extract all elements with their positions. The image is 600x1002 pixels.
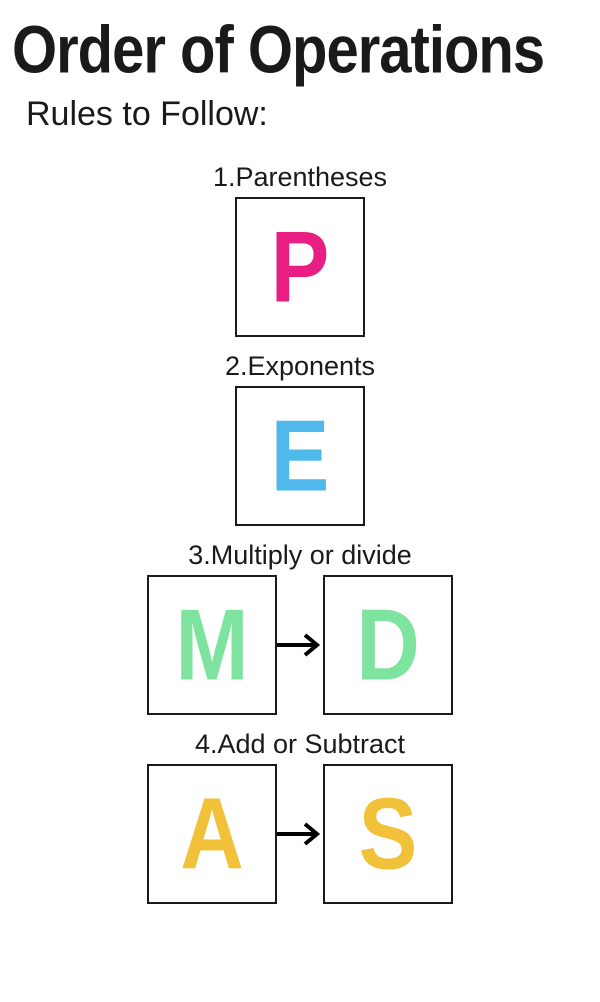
letter-m: M bbox=[175, 594, 248, 695]
step-multiply-divide: 3.Multiply or divide M D bbox=[147, 540, 453, 715]
letter-box-a: A bbox=[147, 764, 277, 904]
step-boxrow: P bbox=[235, 197, 365, 337]
arrow-md bbox=[275, 630, 325, 660]
step-label: 2.Exponents bbox=[225, 351, 375, 382]
step-boxrow: E bbox=[235, 386, 365, 526]
arrow-right-icon bbox=[275, 630, 325, 660]
step-parentheses: 1.Parentheses P bbox=[213, 162, 387, 337]
step-boxrow: M D bbox=[147, 575, 453, 715]
step-add-subtract: 4.Add or Subtract A S bbox=[147, 729, 453, 904]
letter-d: D bbox=[356, 594, 420, 695]
step-label: 3.Multiply or divide bbox=[188, 540, 412, 571]
steps-container: 1.Parentheses P 2.Exponents E 3.Multiply… bbox=[0, 162, 600, 918]
letter-box-d: D bbox=[323, 575, 453, 715]
arrow-right-icon bbox=[275, 819, 325, 849]
arrow-as bbox=[275, 819, 325, 849]
letter-box-s: S bbox=[323, 764, 453, 904]
letter-e: E bbox=[271, 405, 330, 506]
step-exponents: 2.Exponents E bbox=[225, 351, 375, 526]
letter-p: P bbox=[271, 216, 330, 317]
letter-box-m: M bbox=[147, 575, 277, 715]
letter-a: A bbox=[180, 783, 244, 884]
page-title: Order of Operations bbox=[0, 0, 600, 89]
step-label: 4.Add or Subtract bbox=[195, 729, 405, 760]
letter-s: S bbox=[359, 783, 418, 884]
step-label: 1.Parentheses bbox=[213, 162, 387, 193]
letter-box-p: P bbox=[235, 197, 365, 337]
step-boxrow: A S bbox=[147, 764, 453, 904]
letter-box-e: E bbox=[235, 386, 365, 526]
